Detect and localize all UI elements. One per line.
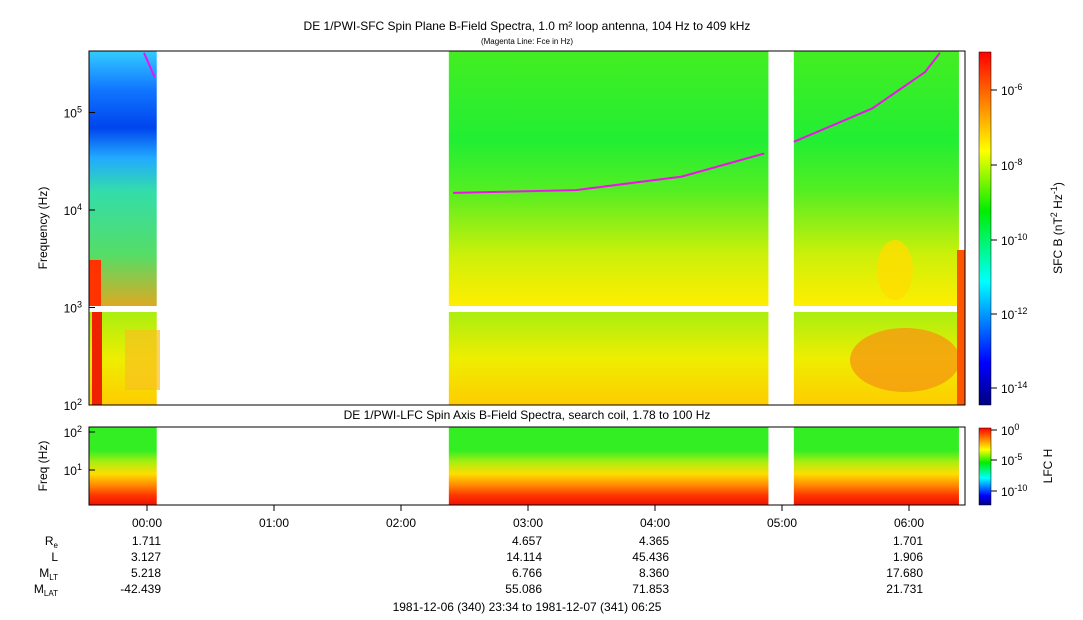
emission-feature <box>957 250 965 405</box>
ephemeris-value: 3.127 <box>131 550 161 564</box>
y-tick-label: 103 <box>64 300 82 316</box>
emission-feature <box>125 330 160 390</box>
lower-frame <box>88 426 966 506</box>
x-tick-label: 06:00 <box>894 516 924 530</box>
ephemeris-value: 55.086 <box>505 582 542 596</box>
upper-frame <box>88 50 966 406</box>
ephemeris-row-label: L <box>51 550 58 564</box>
ephemeris-value: 4.657 <box>512 534 542 548</box>
colorbar-tick-label: 10-10 <box>1001 232 1027 248</box>
ephemeris-row-label: MLAT <box>34 582 58 598</box>
ephemeris-value: 5.218 <box>131 566 161 580</box>
lfc-colorbar-label: LFC H <box>1041 449 1055 484</box>
ephemeris-value: 14.114 <box>506 550 542 564</box>
x-tick-label: 01:00 <box>259 516 289 530</box>
lower-title: DE 1/PWI-LFC Spin Axis B-Field Spectra, … <box>344 408 711 422</box>
lower-ylabel: Freq (Hz) <box>36 441 50 492</box>
date-range-label: 1981-12-06 (340) 23:34 to 1981-12-07 (34… <box>393 600 662 614</box>
fce-line <box>143 52 941 194</box>
y-ticks: 102 103 104 105 102 101 <box>64 105 95 478</box>
lfc-data-segment <box>448 427 769 505</box>
ephemeris-row-label: MLT <box>39 566 58 582</box>
sfc-colorbar-label: SFC B (nT2 Hz-1) <box>1049 182 1065 274</box>
fce-line-segment <box>453 152 765 194</box>
y-tick-label: 105 <box>64 105 82 121</box>
emission-feature <box>92 312 102 405</box>
ephemeris-value: 71.853 <box>632 582 669 596</box>
ephemeris-value: 6.766 <box>512 566 542 580</box>
sfc-colorbar <box>978 51 992 406</box>
colorbar-tick-label: 10-14 <box>1001 380 1027 396</box>
colorbar-tick-label: 10-10 <box>1001 483 1027 499</box>
lfc-colorbar <box>978 427 992 506</box>
colorbar-tick-label: 10-8 <box>1001 157 1022 173</box>
ephemeris-value: 45.436 <box>632 550 669 564</box>
y-tick-label: 102 <box>64 397 82 413</box>
ephemeris-value: 1.906 <box>893 550 923 564</box>
x-tick-label: 04:00 <box>640 516 670 530</box>
emission-feature <box>89 260 101 306</box>
upper-spectrogram <box>89 51 965 405</box>
fce-line-segment <box>793 52 941 143</box>
y-tick-label: 102 <box>64 424 82 440</box>
x-tick-label: 05:00 <box>767 516 797 530</box>
ephemeris-value: 8.360 <box>639 566 669 580</box>
ephemeris-value: 1.701 <box>893 534 923 548</box>
emission-feature <box>877 240 913 300</box>
lower-spectrogram <box>89 427 959 505</box>
x-tick-label: 03:00 <box>513 516 543 530</box>
fce-line-segment <box>143 52 156 78</box>
colorbar-tick-label: 10-6 <box>1001 82 1022 98</box>
y-tick-label: 101 <box>64 462 82 478</box>
colorbar-ticks: 10-6 10-8 10-10 10-12 10-14 100 10-5 10-10 <box>991 82 1027 499</box>
ephemeris-value: 1.711 <box>132 534 161 548</box>
ephemeris-value: 21.731 <box>886 582 923 596</box>
ephemeris-row-label: Re <box>45 534 59 550</box>
ephemeris-value: -42.439 <box>120 582 161 596</box>
ephemeris-value: 17.680 <box>886 566 923 580</box>
x-tick-label: 00:00 <box>132 516 162 530</box>
emission-feature <box>850 328 960 392</box>
colorbar-tick-label: 100 <box>1001 422 1019 438</box>
lfc-data-segment <box>89 427 157 505</box>
sfc-data-segment-low <box>448 312 769 405</box>
sfc-data-segment-high <box>448 51 769 306</box>
x-axis: 00:00 01:00 02:00 03:00 04:00 05:00 06:00 Re 1.7… <box>34 505 924 598</box>
upper-ylabel: Frequency (Hz) <box>36 187 50 270</box>
upper-title: DE 1/PWI-SFC Spin Plane B-Field Spectra,… <box>304 19 751 33</box>
y-tick-label: 104 <box>64 202 82 218</box>
x-tick-label: 02:00 <box>386 516 416 530</box>
upper-subtitle: (Magenta Line: Fce in Hz) <box>481 37 573 46</box>
ephemeris-value: 4.365 <box>639 534 669 548</box>
sfc-data-segment-high <box>793 51 959 306</box>
colorbar-tick-label: 10-5 <box>1001 452 1022 468</box>
lfc-data-segment <box>793 427 959 505</box>
colorbar-tick-label: 10-12 <box>1001 306 1027 322</box>
